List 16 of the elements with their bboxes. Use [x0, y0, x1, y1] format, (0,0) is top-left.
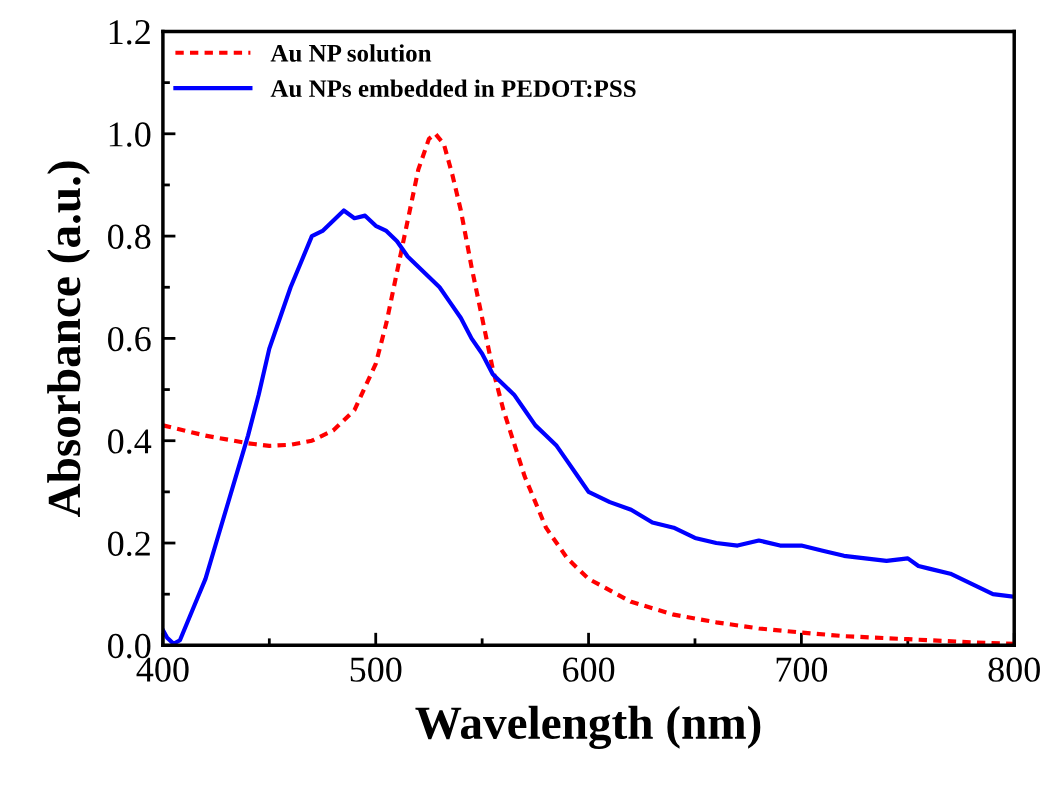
legend-label: Au NP solution — [270, 44, 432, 62]
x-tick-label: 700 — [776, 657, 828, 682]
y-tick-label: 0.0 — [108, 633, 151, 659]
y-axis-title: Absorbance (a.u.) — [47, 161, 90, 517]
y-tick-label: 1.0 — [109, 122, 151, 147]
y-tick-label: 0.2 — [108, 531, 150, 557]
y-tick-label: 0.8 — [108, 224, 151, 250]
y-tick-label: 0.6 — [108, 326, 151, 352]
x-tick-label: 500 — [350, 657, 402, 682]
x-axis-title: Wavelength (nm) — [415, 705, 761, 750]
x-tick-label: 400 — [136, 657, 189, 682]
x-tick-label: 800 — [988, 657, 1040, 682]
y-tick-label: 1.2 — [109, 20, 150, 45]
legend-label: Au NPs embedded in PEDOT:PSS — [270, 79, 636, 98]
x-tick-label: 600 — [563, 657, 615, 682]
y-tick-label: 0.4 — [108, 429, 152, 454]
